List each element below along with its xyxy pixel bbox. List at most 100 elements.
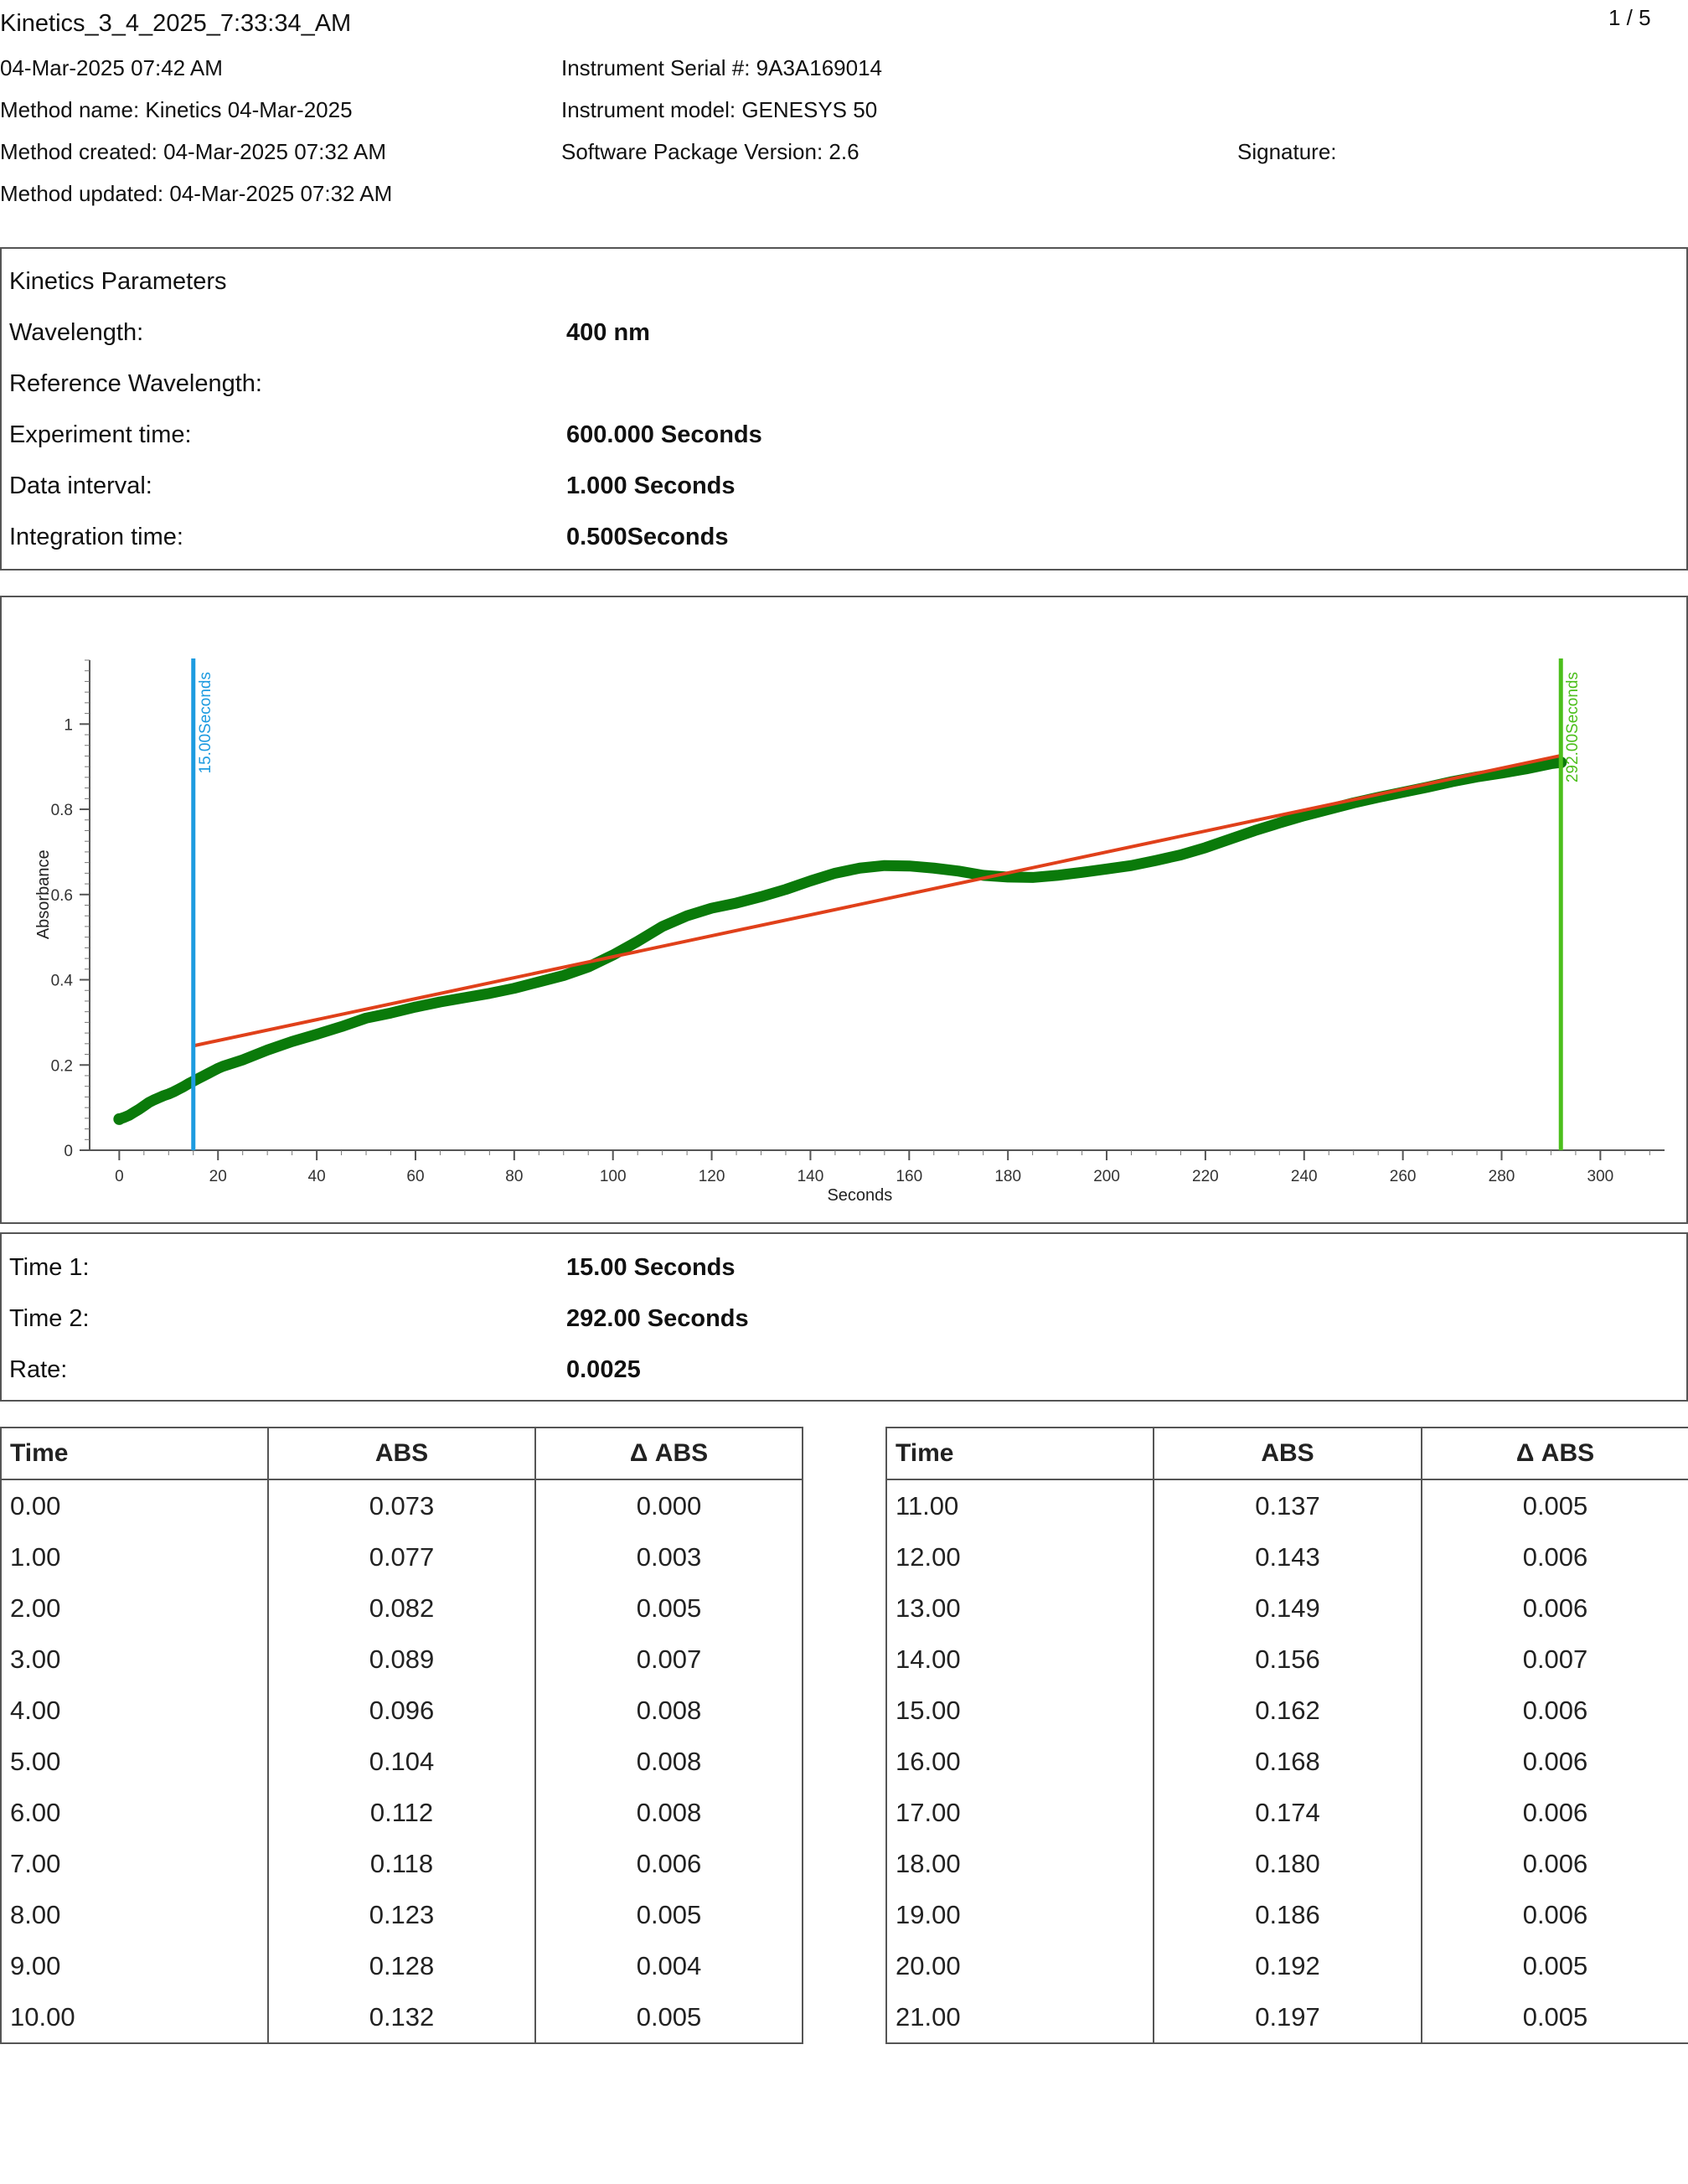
- table-row: 13.00 0.149 0.006: [885, 1582, 1688, 1634]
- x-tick-label: 20: [209, 1168, 227, 1185]
- cell-time: 19.00: [885, 1889, 1154, 1940]
- cell-delta-abs: 0.006: [1421, 1889, 1688, 1940]
- cell-abs: 0.096: [267, 1685, 535, 1736]
- method-created: Method created: 04-Mar-2025 07:32 AM: [0, 139, 387, 164]
- instrument-model: Instrument model: GENESYS 50: [561, 97, 878, 122]
- x-tick-label: 200: [1093, 1168, 1120, 1185]
- cell-abs: 0.156: [1153, 1634, 1422, 1685]
- column-header-abs: ABS: [1153, 1427, 1422, 1480]
- absorbance-series-line: [113, 756, 1567, 1125]
- page-indicator: 1 / 5: [1608, 5, 1651, 30]
- table-header-row: Time ABS Δ ABS: [0, 1427, 803, 1480]
- cell-abs: 0.174: [1153, 1787, 1422, 1838]
- param-label-data-interval: Data interval:: [9, 472, 152, 499]
- cell-delta-abs: 0.003: [534, 1531, 803, 1582]
- table-row: 16.00 0.168 0.006: [885, 1736, 1688, 1787]
- cell-abs: 0.128: [267, 1940, 535, 1991]
- result-label-time2: Time 2:: [9, 1305, 90, 1332]
- x-tick-label: 0: [115, 1168, 124, 1185]
- cell-time: 11.00: [885, 1479, 1154, 1531]
- cell-delta-abs: 0.005: [1421, 1940, 1688, 1991]
- y-tick-label: 0.8: [51, 802, 73, 819]
- cell-abs: 0.162: [1153, 1685, 1422, 1736]
- param-value-experiment-time: 600.000 Seconds: [566, 421, 762, 448]
- table-row: 7.00 0.118 0.006: [0, 1838, 803, 1889]
- cell-delta-abs: 0.000: [534, 1479, 803, 1531]
- software-version: Software Package Version: 2.6: [561, 139, 859, 164]
- table-row: 12.00 0.143 0.006: [885, 1531, 1688, 1582]
- cell-abs: 0.186: [1153, 1889, 1422, 1940]
- table-header-row: Time ABS Δ ABS: [885, 1427, 1688, 1480]
- param-value-integration-time: 0.500Seconds: [566, 524, 729, 550]
- cell-time: 20.00: [885, 1940, 1154, 1991]
- table-row: 8.00 0.123 0.005: [0, 1889, 803, 1940]
- table-row: 3.00 0.089 0.007: [0, 1634, 803, 1685]
- cell-time: 17.00: [885, 1787, 1154, 1838]
- kinetics-parameters-panel: Kinetics Parameters Wavelength: 400 nm R…: [0, 247, 1688, 571]
- cell-time: 2.00: [0, 1582, 268, 1634]
- table-row: 6.00 0.112 0.008: [0, 1787, 803, 1838]
- param-value-wavelength: 400 nm: [566, 319, 650, 346]
- cell-abs: 0.180: [1153, 1838, 1422, 1889]
- x-tick-label: 260: [1390, 1168, 1417, 1185]
- cell-abs: 0.197: [1153, 1991, 1422, 2044]
- param-label-experiment-time: Experiment time:: [9, 421, 192, 448]
- cell-delta-abs: 0.005: [1421, 1991, 1688, 2044]
- y-axis-title: Absorbance: [34, 849, 53, 939]
- data-table-left: Time ABS Δ ABS 0.00 0.073 0.000 1.00 0.077 0.…: [0, 1427, 803, 2044]
- cell-delta-abs: 0.006: [1421, 1736, 1688, 1787]
- kinetics-chart-panel: 0 20 40 60 80 100 120 140 160 180 200 220 240 260 280 3…: [0, 596, 1688, 1224]
- cell-time: 18.00: [885, 1838, 1154, 1889]
- cell-time: 12.00: [885, 1531, 1154, 1582]
- cell-time: 3.00: [0, 1634, 268, 1685]
- result-label-rate: Rate:: [9, 1356, 68, 1383]
- cell-time: 6.00: [0, 1787, 268, 1838]
- table-row: 5.00 0.104 0.008: [0, 1736, 803, 1787]
- cell-abs: 0.168: [1153, 1736, 1422, 1787]
- cell-delta-abs: 0.006: [1421, 1787, 1688, 1838]
- column-header-delta-abs: Δ ABS: [1421, 1427, 1688, 1480]
- cell-time: 7.00: [0, 1838, 268, 1889]
- cell-delta-abs: 0.006: [1421, 1582, 1688, 1634]
- param-label-wavelength: Wavelength:: [9, 319, 144, 346]
- param-value-data-interval: 1.000 Seconds: [566, 472, 736, 499]
- param-label-reference-wavelength: Reference Wavelength:: [9, 370, 262, 397]
- cell-time: 8.00: [0, 1889, 268, 1940]
- cell-time: 5.00: [0, 1736, 268, 1787]
- table-row: 18.00 0.180 0.006: [885, 1838, 1688, 1889]
- instrument-serial: Instrument Serial #: 9A3A169014: [561, 55, 883, 80]
- table-row: 2.00 0.082 0.005: [0, 1582, 803, 1634]
- result-value-rate: 0.0025: [566, 1356, 641, 1383]
- cell-time: 10.00: [0, 1991, 268, 2044]
- signature-label: Signature:: [1237, 139, 1337, 164]
- time-marker-2-label: 292.00Seconds: [1564, 672, 1582, 782]
- result-value-time1: 15.00 Seconds: [566, 1254, 736, 1281]
- column-header-abs: ABS: [267, 1427, 535, 1480]
- cell-time: 1.00: [0, 1531, 268, 1582]
- y-tick-label: 0: [64, 1143, 73, 1160]
- x-tick-label: 100: [600, 1168, 627, 1185]
- x-tick-label: 220: [1192, 1168, 1219, 1185]
- y-tick-label: 0.2: [51, 1057, 73, 1075]
- x-axis-title: Seconds: [827, 1186, 892, 1205]
- cell-delta-abs: 0.006: [534, 1838, 803, 1889]
- cell-abs: 0.118: [267, 1838, 535, 1889]
- column-header-delta-abs: Δ ABS: [534, 1427, 803, 1480]
- table-row: 21.00 0.197 0.005: [885, 1991, 1688, 2044]
- y-tick-label: 1: [64, 716, 73, 734]
- cell-time: 15.00: [885, 1685, 1154, 1736]
- cell-abs: 0.082: [267, 1582, 535, 1634]
- table-row: 15.00 0.162 0.006: [885, 1685, 1688, 1736]
- cell-delta-abs: 0.005: [1421, 1479, 1688, 1531]
- x-tick-label: 140: [798, 1168, 824, 1185]
- cell-delta-abs: 0.007: [1421, 1634, 1688, 1685]
- cell-time: 9.00: [0, 1940, 268, 1991]
- cell-abs: 0.149: [1153, 1582, 1422, 1634]
- table-row: 19.00 0.186 0.006: [885, 1889, 1688, 1940]
- cell-delta-abs: 0.005: [534, 1582, 803, 1634]
- cell-abs: 0.089: [267, 1634, 535, 1685]
- cell-abs: 0.192: [1153, 1940, 1422, 1991]
- result-label-time1: Time 1:: [9, 1254, 90, 1281]
- cell-abs: 0.132: [267, 1991, 535, 2044]
- y-tick-label: 0.6: [51, 887, 73, 905]
